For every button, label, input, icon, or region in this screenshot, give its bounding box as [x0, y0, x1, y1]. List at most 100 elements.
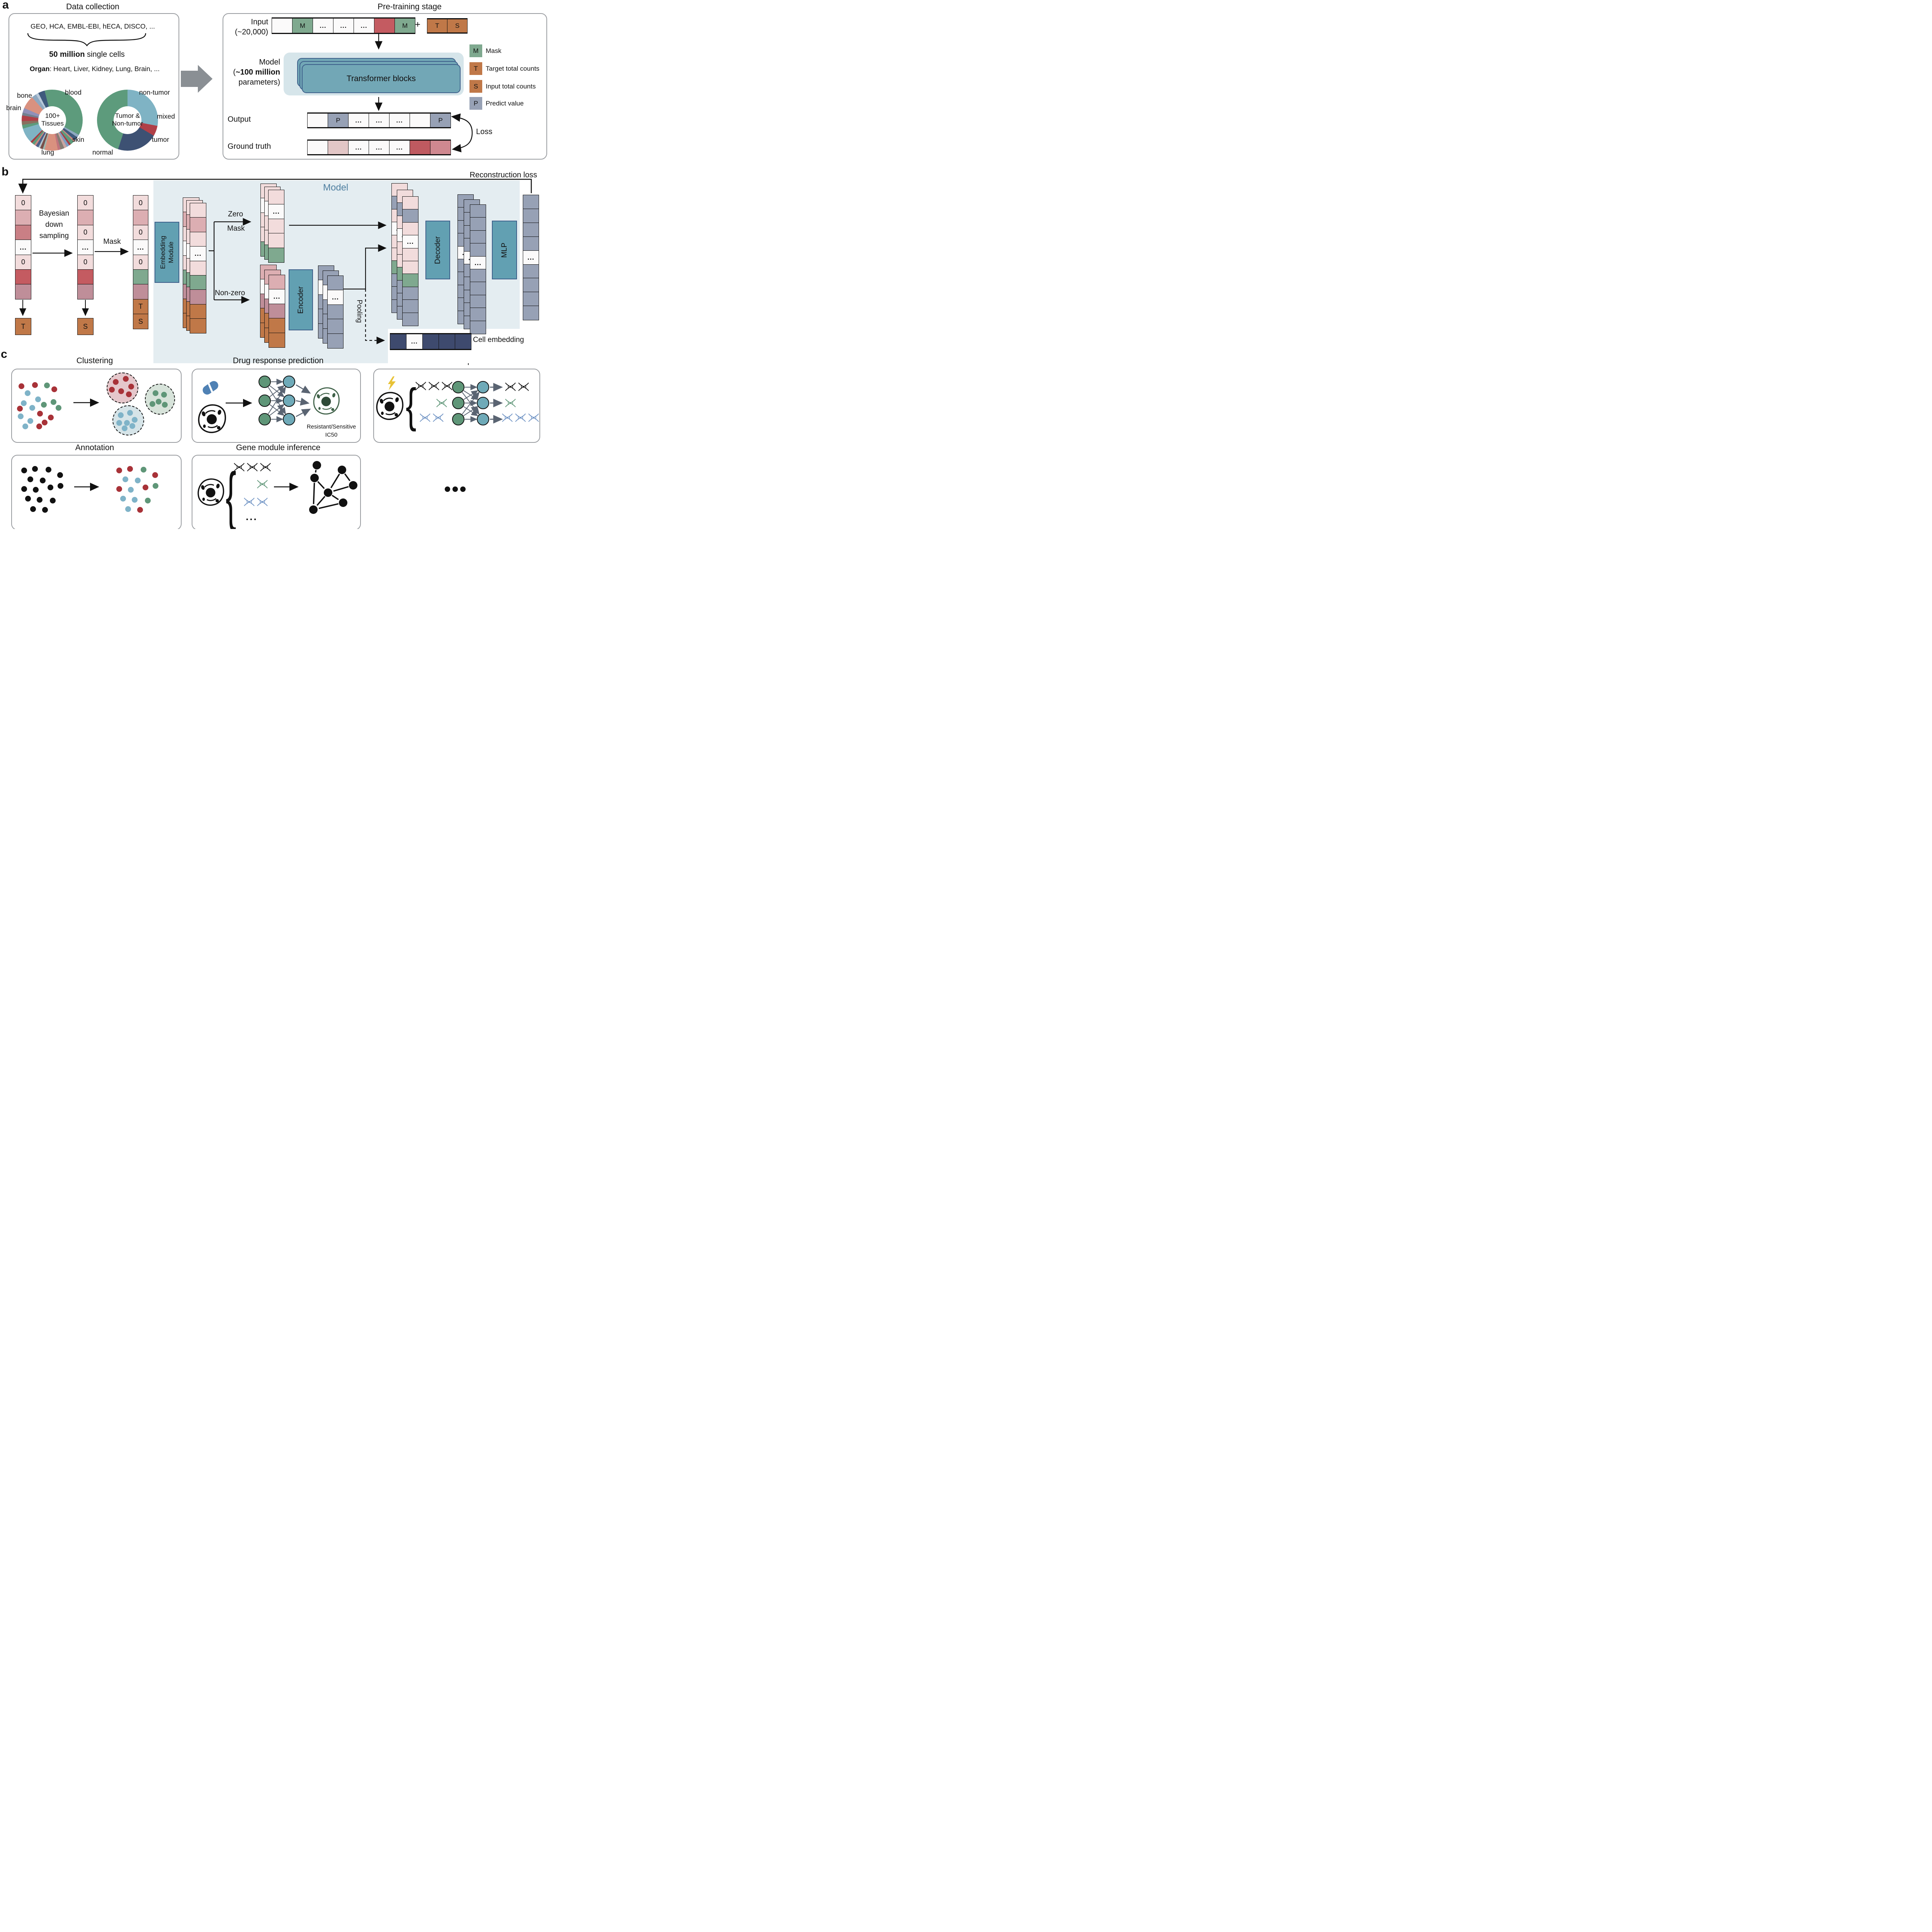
scatter-dot	[32, 382, 38, 388]
label-tumor: tumor	[152, 136, 169, 143]
gene-module-title: Gene module inference	[236, 443, 321, 452]
cell	[327, 276, 344, 291]
scatter-dot	[20, 400, 27, 406]
cell: M	[395, 19, 415, 33]
label-normal: normal	[92, 148, 113, 156]
decoder-output-stack: .........	[457, 194, 487, 334]
cell: 0	[15, 254, 31, 270]
scatter-dot	[39, 477, 46, 483]
cell	[190, 231, 206, 247]
dna-icon	[415, 381, 427, 391]
cell	[390, 334, 406, 349]
scatter-dot	[131, 497, 138, 503]
cell	[430, 141, 451, 154]
cluster-dot	[122, 376, 129, 382]
scatter-dot	[125, 506, 131, 512]
scatter-dot	[116, 486, 122, 492]
cell	[470, 269, 486, 283]
scatter-dot	[55, 405, 61, 411]
cell	[268, 218, 284, 234]
scatter-dot	[30, 506, 36, 512]
cell	[523, 292, 539, 306]
cell	[374, 19, 395, 33]
cell	[470, 204, 486, 218]
cell	[77, 284, 94, 300]
cell: T	[427, 19, 447, 32]
input-label: Input (~20,000)	[223, 17, 268, 37]
cluster-dot	[117, 412, 124, 418]
scatter-dot	[27, 476, 33, 482]
gene-dots: ...	[246, 511, 258, 522]
more-tasks-ellipsis	[444, 486, 468, 493]
cell	[190, 260, 206, 276]
non-zero-label: Non-zero	[215, 289, 245, 297]
bayes-line1: Bayesian	[39, 209, 70, 218]
big-flow-arrow	[181, 65, 213, 93]
scatter-dot	[452, 486, 458, 492]
stack-column: 0... 0	[15, 195, 31, 300]
cell	[15, 210, 31, 226]
cell: ...	[348, 114, 369, 127]
scatter-dot	[44, 382, 50, 388]
scatter-dot	[17, 413, 24, 419]
cell-embedding-label: Cell embedding	[473, 336, 524, 344]
cell: ...	[348, 141, 369, 154]
cell	[422, 334, 439, 349]
cell: ...	[369, 141, 389, 154]
label-brain: brain	[6, 104, 21, 112]
cell	[133, 284, 148, 300]
legend-target-counts: T Target total counts	[469, 62, 539, 75]
cluster-dot	[162, 401, 168, 408]
cell: ...	[389, 114, 410, 127]
model-params-word: parameters)	[238, 78, 280, 87]
scatter-dot	[51, 386, 57, 392]
clustering-title: Clustering	[76, 356, 113, 365]
donut-hole	[113, 106, 142, 134]
dna-icon	[257, 479, 268, 489]
cell: ...	[354, 19, 374, 33]
organ-word: Organ	[29, 65, 50, 73]
legend-predict: P Predict value	[469, 97, 524, 110]
cluster-dot	[149, 401, 155, 407]
dna-icon	[528, 413, 539, 423]
zero-branch-label: Zero	[228, 210, 243, 218]
annotation-labeled-scatter	[114, 466, 165, 516]
cell: T	[15, 318, 31, 335]
stack-column: ...	[402, 196, 418, 326]
cell: 0	[77, 195, 94, 211]
cell	[268, 247, 284, 263]
dna-icon	[436, 398, 447, 408]
cell	[190, 275, 206, 291]
encoder-output-stack: .........	[318, 265, 344, 349]
target-counts-square: T	[15, 318, 31, 335]
cell	[327, 319, 344, 334]
cell-icon-perturb	[376, 392, 403, 420]
cluster-dot	[129, 423, 135, 429]
gene-dna-blue	[243, 497, 268, 507]
reconstruction-loss-label: Reconstruction loss	[469, 171, 537, 179]
cluster-dot	[128, 383, 134, 389]
cluster-ellipses	[11, 369, 180, 441]
zero-masked-stack: .........	[260, 184, 285, 263]
cell: ...	[77, 240, 94, 255]
scatter-dot	[21, 486, 27, 492]
cell	[523, 278, 539, 293]
label-skin: skin	[72, 136, 85, 143]
embedding-module-box: Embedding Module	[155, 222, 179, 283]
cell-icon-gene	[197, 478, 224, 506]
cell: ...	[268, 204, 284, 219]
annotation-title: Annotation	[75, 443, 114, 452]
stack-column: 0 0... 0	[77, 195, 94, 300]
model-region-label: Model	[323, 182, 349, 193]
scatter-dot	[116, 467, 122, 473]
cell	[455, 334, 471, 349]
scatter-dot	[445, 486, 450, 492]
cluster-dot	[124, 420, 130, 426]
scatter-dot	[152, 483, 158, 489]
dna-icon	[243, 497, 255, 507]
data-collection-title: Data collection	[66, 2, 119, 11]
scatter-dot	[122, 476, 128, 482]
perturb-output-dna-black	[505, 382, 529, 392]
cell: ...	[389, 141, 410, 154]
output-sequence-row: P......... P	[307, 112, 451, 128]
